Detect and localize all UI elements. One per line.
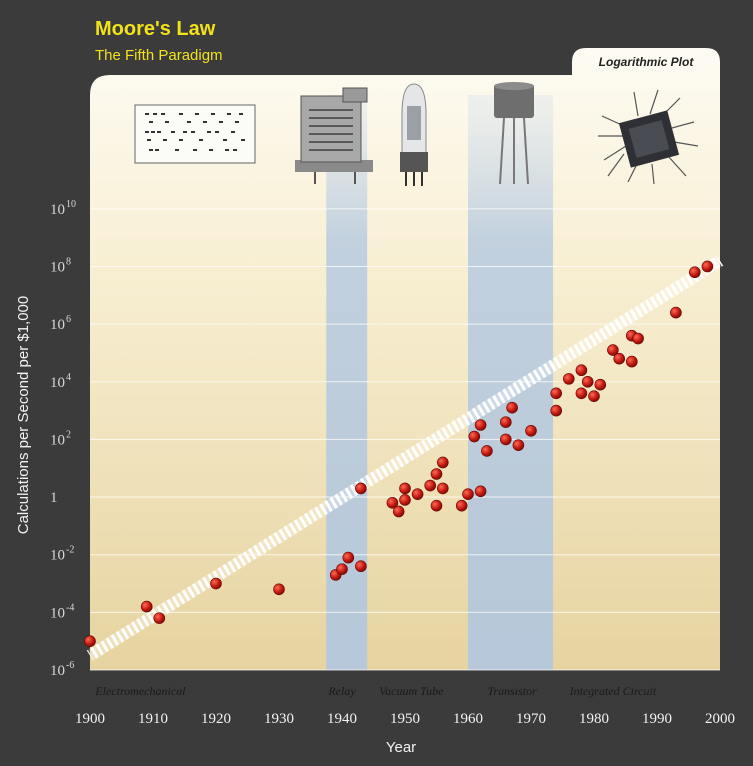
data-point-36 [581,375,594,388]
punch-card-icon [134,104,256,164]
era-band-1 [326,95,368,670]
y-tick-label-1: 108 [50,256,71,275]
data-point-23 [474,485,487,498]
era-labels: Electromechanical Relay Vacuum Tube Transis… [94,684,657,698]
data-point-26 [499,416,512,428]
data-point-43 [632,332,644,345]
data-point-34 [575,387,588,400]
data-point-41 [625,355,638,368]
x-axis-label: Year [386,739,416,756]
y-tick-label-6: 10-2 [50,545,74,564]
data-point-3 [210,577,222,590]
data-point-27 [499,433,512,446]
x-tick-label-1: 1910 [138,711,168,727]
data-point-29 [512,439,525,451]
trend-band [86,255,724,661]
data-point-40 [613,352,626,365]
y-tick-label-0: 1010 [50,199,76,218]
data-point-4 [273,583,285,596]
data-point-37 [588,390,600,402]
y-tick-label-8: 10-6 [50,660,74,679]
y-axis-label: Calculations per Second per $1,000 [15,296,32,535]
data-point-11 [392,505,405,518]
data-point-0 [84,635,96,647]
data-point-30 [525,424,537,437]
x-tick-label-6: 1960 [453,711,483,727]
x-tick-label-9: 1990 [642,711,672,727]
era-label-0: Electromechanical [94,684,186,698]
data-point-13 [399,494,411,506]
data-point-25 [481,445,493,457]
x-tick-label-7: 1970 [516,711,546,727]
chart-subtitle: The Fifth Paradigm [95,47,223,64]
data-point-9 [355,482,367,495]
data-point-15 [424,479,437,492]
era-label-1: Relay [327,684,356,698]
data-point-21 [462,488,474,500]
data-point-19 [436,482,449,495]
y-axis-ticks: 1010 108 106 104 102 1 10-2 10-4 10-6 [50,199,76,679]
data-point-10 [386,497,399,509]
data-point-32 [550,404,563,417]
data-points [84,260,714,647]
plot-panel [90,48,720,670]
data-point-16 [430,468,443,480]
data-point-45 [688,266,701,279]
plot-tag: Logarithmic Plot [599,55,695,69]
data-point-18 [436,456,449,469]
data-point-14 [411,488,424,500]
data-point-1 [140,600,153,613]
data-point-6 [336,563,348,575]
era-bands [326,95,554,670]
data-point-24 [474,419,487,431]
y-tick-label-4: 102 [50,429,71,448]
era-label-4: Integrated Circuit [569,684,657,698]
transistor-icon [494,82,534,185]
x-tick-label-3: 1930 [264,711,294,727]
y-tick-label-7: 10-4 [50,602,74,621]
data-point-20 [455,499,468,512]
x-tick-label-10: 2000 [705,711,735,727]
trend-line [86,255,724,661]
x-tick-label-5: 1950 [390,711,420,727]
x-tick-label-0: 1900 [75,711,105,727]
data-point-39 [607,344,619,356]
data-point-35 [575,364,588,377]
y-tick-label-3: 104 [50,372,71,391]
data-point-33 [562,373,575,385]
x-tick-label-8: 1980 [579,711,609,727]
data-point-2 [153,612,166,624]
data-point-28 [506,401,518,414]
data-point-22 [468,430,481,443]
data-point-31 [550,387,563,400]
chart-title: Moore's Law [95,18,216,40]
y-tick-label-2: 106 [50,314,71,333]
relay-icon [295,87,373,184]
x-tick-label-2: 1920 [201,711,231,727]
data-point-7 [342,551,355,564]
y-tick-label-5: 1 [50,490,58,506]
data-point-38 [594,378,607,391]
data-point-8 [355,560,367,573]
era-label-3: Transistor [487,684,537,698]
era-band-3 [468,95,554,670]
data-point-44 [670,306,682,319]
era-label-2: Vacuum Tube [379,684,444,698]
x-axis-ticks: 1900 1910 1920 1930 1940 1950 1960 1970 1980 1990… [75,711,735,727]
data-point-46 [701,260,714,273]
vacuum-tube-icon [400,83,428,186]
x-tick-label-4: 1940 [327,711,357,727]
data-point-12 [399,482,411,495]
integrated-circuit-icon [598,89,699,185]
data-point-17 [430,499,443,512]
